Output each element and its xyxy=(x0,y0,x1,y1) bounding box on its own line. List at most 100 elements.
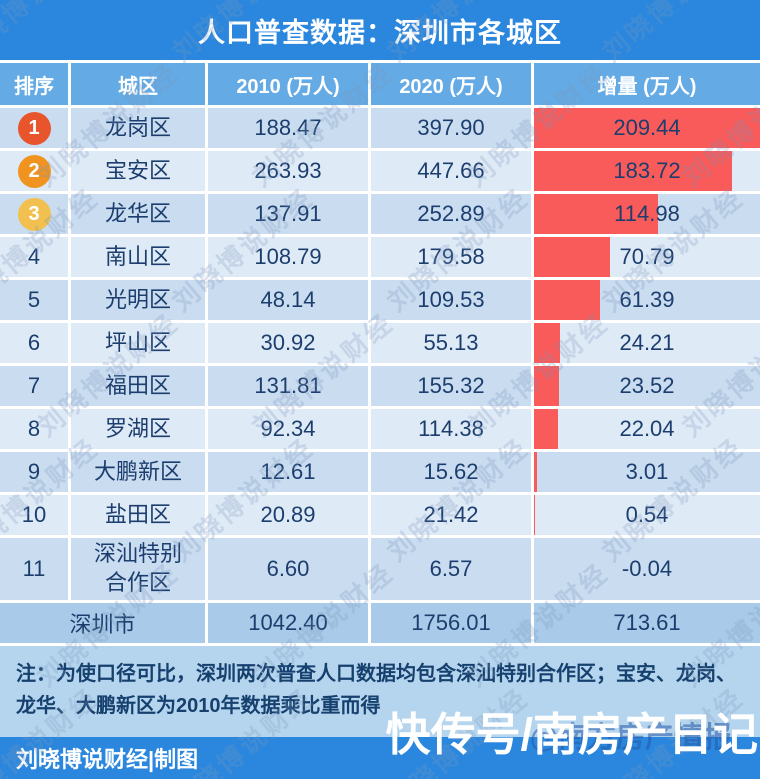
delta-cell: 114.98 xyxy=(534,194,760,234)
value-2010-cell: 188.47 xyxy=(208,108,368,148)
rank-label: 5 xyxy=(27,287,41,312)
value-2010-cell: 108.79 xyxy=(208,237,368,277)
district-cell: 罗湖区 xyxy=(71,409,205,449)
rank-cell: 1 xyxy=(0,108,68,148)
rank-cell: 2 xyxy=(0,151,68,191)
rank-label: 11 xyxy=(22,556,46,581)
district-cell: 龙岗区 xyxy=(71,108,205,148)
rank-cell: 6 xyxy=(0,323,68,363)
rank-label: 4 xyxy=(27,244,41,269)
rank-label: 8 xyxy=(27,416,41,441)
footnote-text: 注：为使口径可比，深圳两次普查人口数据均包含深汕特别合作区；宝安、龙岗、龙华、大… xyxy=(0,646,760,737)
rank-label: 6 xyxy=(27,330,41,355)
page-title: 人口普查数据：深圳市各城区 xyxy=(0,0,760,60)
value-2010-cell: 137.91 xyxy=(208,194,368,234)
delta-value: 183.72 xyxy=(613,158,681,183)
district-cell: 龙华区 xyxy=(71,194,205,234)
value-2020-cell: 397.90 xyxy=(371,108,531,148)
rank-label: 9 xyxy=(27,459,41,484)
total-2020-value: 1756.01 xyxy=(371,603,531,643)
author-credit: 刘晓博说财经|制图 xyxy=(16,747,199,772)
delta-value: 114.98 xyxy=(614,201,680,226)
col-header-delta: 增量 (万人) xyxy=(534,63,760,105)
delta-cell: 183.72 xyxy=(534,151,760,191)
value-2020-cell: 447.66 xyxy=(371,151,531,191)
rank-badge: 2 xyxy=(17,154,51,188)
delta-bar xyxy=(534,495,535,535)
rank-cell: 7 xyxy=(0,366,68,406)
delta-value: 70.79 xyxy=(619,244,675,269)
rank-label: 10 xyxy=(21,502,47,527)
delta-value: -0.04 xyxy=(621,556,673,581)
value-2020-cell: 6.57 xyxy=(371,538,531,600)
district-cell: 南山区 xyxy=(71,237,205,277)
value-2020-cell: 155.32 xyxy=(371,366,531,406)
delta-value: 24.21 xyxy=(619,330,675,355)
rank-label: 7 xyxy=(27,373,41,398)
delta-cell: -0.04 xyxy=(534,538,760,600)
district-cell: 光明区 xyxy=(71,280,205,320)
delta-bar xyxy=(534,108,760,148)
district-cell: 大鹏新区 xyxy=(71,452,205,492)
delta-cell: 22.04 xyxy=(534,409,760,449)
delta-bar xyxy=(534,280,601,320)
value-2020-cell: 114.38 xyxy=(371,409,531,449)
rank-cell: 3 xyxy=(0,194,68,234)
value-2010-cell: 20.89 xyxy=(208,495,368,535)
delta-bar xyxy=(534,409,558,449)
col-header-rank: 排序 xyxy=(0,63,68,105)
delta-value: 3.01 xyxy=(625,459,669,484)
value-2020-cell: 15.62 xyxy=(371,452,531,492)
rank-cell: 4 xyxy=(0,237,68,277)
delta-cell: 209.44 xyxy=(534,108,760,148)
col-header-2010: 2010 (万人) xyxy=(208,63,368,105)
district-cell: 盐田区 xyxy=(71,495,205,535)
col-header-2020: 2020 (万人) xyxy=(371,63,531,105)
district-cell: 宝安区 xyxy=(71,151,205,191)
delta-bar xyxy=(534,237,611,277)
value-2010-cell: 30.92 xyxy=(208,323,368,363)
rank-badge: 1 xyxy=(17,111,51,145)
delta-bar xyxy=(534,323,561,363)
delta-bar xyxy=(534,194,659,234)
value-2020-cell: 55.13 xyxy=(371,323,531,363)
total-row-label: 深圳市 xyxy=(0,603,205,643)
footer-bar: 刘晓博说财经|制图 xyxy=(0,737,760,779)
district-cell: 深汕特别 合作区 xyxy=(71,538,205,600)
delta-cell: 3.01 xyxy=(534,452,760,492)
district-cell: 坪山区 xyxy=(71,323,205,363)
delta-bar xyxy=(534,452,538,492)
delta-value: 23.52 xyxy=(619,373,675,398)
total-delta-value: 713.61 xyxy=(534,603,760,643)
total-2010-value: 1042.40 xyxy=(208,603,368,643)
value-2010-cell: 48.14 xyxy=(208,280,368,320)
delta-value: 0.54 xyxy=(625,502,669,527)
value-2020-cell: 21.42 xyxy=(371,495,531,535)
delta-cell: 61.39 xyxy=(534,280,760,320)
value-2010-cell: 131.81 xyxy=(208,366,368,406)
delta-value: 61.39 xyxy=(619,287,675,312)
value-2010-cell: 92.34 xyxy=(208,409,368,449)
col-header-district: 城区 xyxy=(71,63,205,105)
delta-value: 209.44 xyxy=(613,115,681,140)
value-2020-cell: 109.53 xyxy=(371,280,531,320)
district-cell: 福田区 xyxy=(71,366,205,406)
census-table: 排序 城区 2010 (万人) 2020 (万人) 增量 (万人) 1 龙岗区 … xyxy=(0,63,760,643)
rank-cell: 5 xyxy=(0,280,68,320)
rank-badge: 3 xyxy=(17,197,51,231)
delta-cell: 70.79 xyxy=(534,237,760,277)
delta-bar xyxy=(534,366,560,406)
value-2010-cell: 12.61 xyxy=(208,452,368,492)
value-2020-cell: 179.58 xyxy=(371,237,531,277)
value-2010-cell: 6.60 xyxy=(208,538,368,600)
rank-cell: 9 xyxy=(0,452,68,492)
rank-cell: 11 xyxy=(0,538,68,600)
delta-cell: 23.52 xyxy=(534,366,760,406)
delta-cell: 24.21 xyxy=(534,323,760,363)
delta-value: 22.04 xyxy=(619,416,675,441)
delta-cell: 0.54 xyxy=(534,495,760,535)
value-2010-cell: 263.93 xyxy=(208,151,368,191)
value-2020-cell: 252.89 xyxy=(371,194,531,234)
rank-cell: 8 xyxy=(0,409,68,449)
